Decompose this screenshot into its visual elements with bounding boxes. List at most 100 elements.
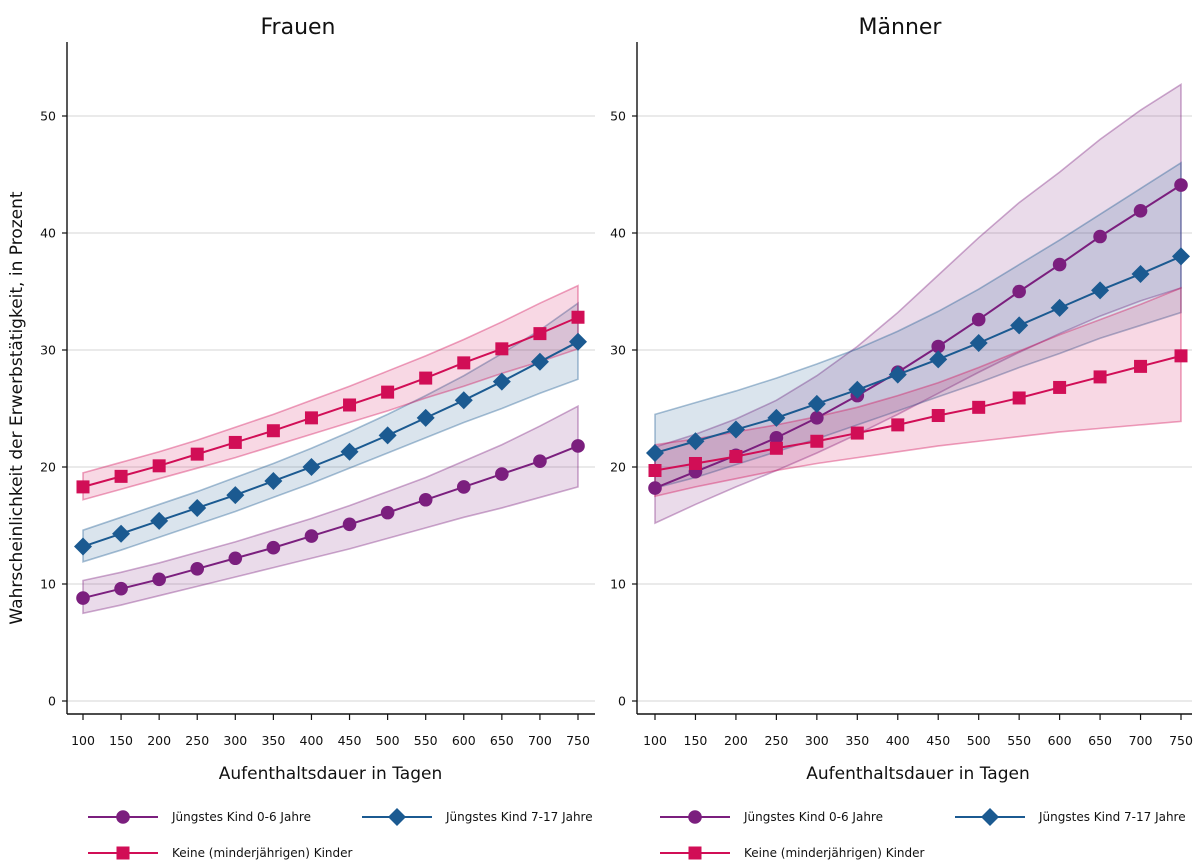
x-tick-label: 300 (805, 733, 829, 748)
y-tick-label: 0 (48, 694, 56, 709)
data-point-square (571, 310, 585, 324)
data-point-diamond (492, 372, 511, 391)
x-tick-label: 700 (1129, 733, 1153, 748)
data-point-diamond (646, 443, 664, 462)
data-point-square (266, 424, 280, 438)
data-point-diamond (530, 352, 549, 371)
legend-diamond-icon (981, 808, 999, 826)
data-point-diamond (226, 486, 245, 505)
data-point-circle (152, 572, 166, 587)
data-point-diamond (726, 420, 745, 439)
data-point-square (381, 385, 395, 399)
data-point-diamond (1131, 264, 1150, 283)
x-axis-label: Aufenthaltsdauer in Tagen (806, 764, 1029, 784)
data-point-diamond (767, 408, 786, 427)
y-tick-label: 20 (610, 460, 626, 475)
x-tick-label: 500 (376, 733, 400, 748)
data-point-circle (1012, 284, 1026, 299)
data-point-diamond (150, 511, 169, 530)
x-tick-label: 450 (926, 733, 950, 748)
data-point-square (810, 434, 824, 448)
data-point-square (648, 464, 662, 478)
data-point-circle (190, 561, 205, 576)
data-point-square (304, 411, 318, 425)
legend-item: Jüngstes Kind 0-6 Jahre (88, 810, 311, 824)
data-point-diamond (569, 332, 587, 351)
data-point-square (190, 447, 204, 461)
x-tick-label: 550 (414, 733, 438, 748)
data-point-square (76, 480, 90, 494)
data-point-circle (931, 339, 946, 354)
x-tick-label: 650 (490, 733, 514, 748)
data-point-diamond (848, 380, 867, 399)
legend-square-icon (116, 846, 130, 860)
data-point-square (343, 398, 357, 412)
data-point-square (688, 456, 702, 470)
legend: Jüngstes Kind 0-6 Jahre Jüngstes Kind 7-1… (660, 808, 1186, 860)
legend-label: Jüngstes Kind 7-17 Jahre (445, 810, 593, 824)
x-tick-label: 600 (1048, 733, 1072, 748)
data-point-circle (266, 540, 281, 555)
series-line (654, 354, 1182, 472)
data-point-diamond (112, 524, 131, 543)
x-tick-label: 450 (338, 733, 362, 748)
legend-item: Jüngstes Kind 7-17 Jahre (362, 808, 593, 826)
data-point-circle (1052, 257, 1067, 272)
x-tick-label: 600 (452, 733, 476, 748)
x-tick-label: 300 (223, 733, 247, 748)
data-point-circle (76, 591, 90, 605)
y-tick-label: 10 (40, 577, 56, 592)
data-point-circle (1174, 178, 1188, 192)
x-tick-label: 700 (528, 733, 552, 748)
data-point-square (1174, 349, 1188, 363)
data-point-circle (1093, 229, 1107, 244)
x-axis-label: Aufenthaltsdauer in Tagen (219, 764, 442, 784)
y-tick-label: 40 (40, 226, 56, 241)
legend-item: Jüngstes Kind 7-17 Jahre (955, 808, 1186, 826)
data-point-square (152, 459, 166, 473)
data-point-square (769, 441, 783, 455)
legend-item: Jüngstes Kind 0-6 Jahre (660, 810, 883, 824)
data-point-square (729, 449, 743, 463)
x-tick-label: 200 (147, 733, 171, 748)
data-point-diamond (888, 365, 907, 384)
x-tick-label: 750 (566, 733, 590, 748)
data-point-diamond (188, 498, 207, 517)
x-tick-label: 750 (1169, 733, 1193, 748)
x-tick-label: 150 (109, 733, 133, 748)
legend-item: Keine (minderjährigen) Kinder (660, 846, 925, 860)
data-point-diamond (807, 394, 826, 413)
series-line (654, 184, 1182, 489)
panel-title: Frauen (260, 15, 335, 40)
data-point-circle (810, 411, 824, 425)
confidence-band (654, 286, 1182, 498)
data-point-diamond (302, 458, 321, 476)
data-point-diamond (969, 333, 988, 352)
data-point-circle (495, 467, 509, 481)
data-point-diamond (686, 432, 705, 451)
y-tick-label: 30 (40, 343, 56, 358)
data-point-square (419, 371, 433, 385)
data-point-circle (971, 312, 986, 327)
data-point-circle (342, 517, 357, 532)
x-tick-label: 350 (845, 733, 869, 748)
legend-item: Keine (minderjährigen) Kinder (88, 846, 353, 860)
x-tick-label: 650 (1088, 733, 1112, 748)
y-tick-label: 50 (40, 109, 56, 124)
data-point-diamond (1050, 298, 1069, 317)
y-tick-label: 40 (610, 226, 626, 241)
panel-title: Männer (859, 15, 943, 40)
data-point-circle (304, 529, 319, 543)
data-point-square (457, 356, 471, 370)
y-tick-label: 0 (618, 694, 626, 709)
data-point-circle (114, 581, 128, 596)
legend-circle-icon (116, 810, 130, 824)
x-tick-label: 400 (886, 733, 910, 748)
x-tick-label: 150 (684, 733, 708, 748)
data-point-diamond (454, 391, 473, 410)
data-point-circle (769, 430, 784, 445)
x-tick-label: 500 (967, 733, 991, 748)
data-point-square (891, 418, 905, 432)
data-point-diamond (1091, 281, 1110, 300)
